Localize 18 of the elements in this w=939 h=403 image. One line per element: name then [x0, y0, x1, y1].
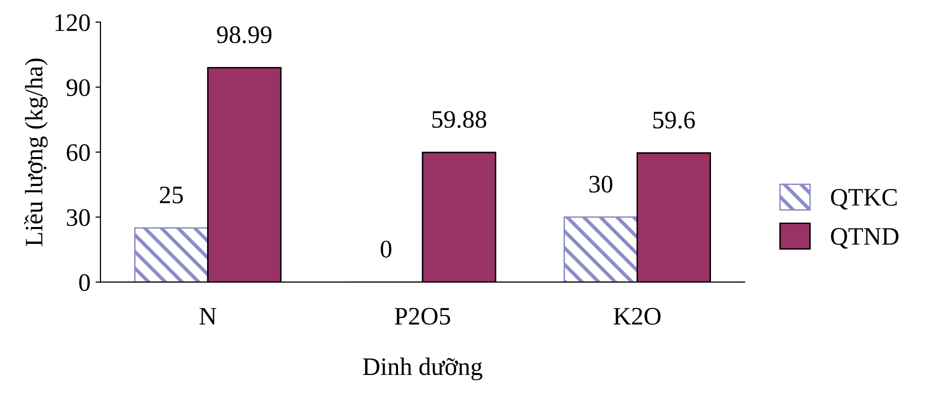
- y-tick-label: 0: [79, 274, 90, 292]
- y-tick-label: 120: [55, 14, 90, 32]
- y-axis-title: Liều lượng (kg/ha): [24, 58, 48, 246]
- legend-label: QTKC: [831, 188, 897, 210]
- y-tick-label: 90: [66, 79, 90, 96]
- x-tick-label: N: [200, 308, 216, 324]
- data-label: 0: [380, 240, 392, 258]
- y-tick-label: 30: [66, 209, 90, 226]
- legend-label: QTND: [831, 228, 898, 249]
- x-tick-label: P2O5: [394, 308, 450, 325]
- data-label: 98.99: [217, 26, 272, 44]
- data-label: 59.6: [653, 112, 695, 129]
- data-label: 59.88: [432, 111, 486, 128]
- data-label: 25: [160, 186, 183, 204]
- x-axis-title: Dinh dưỡng: [363, 358, 482, 380]
- y-tick-label: 60: [66, 144, 90, 162]
- x-tick-label: K2O: [614, 308, 661, 325]
- data-label: 30: [589, 176, 612, 193]
